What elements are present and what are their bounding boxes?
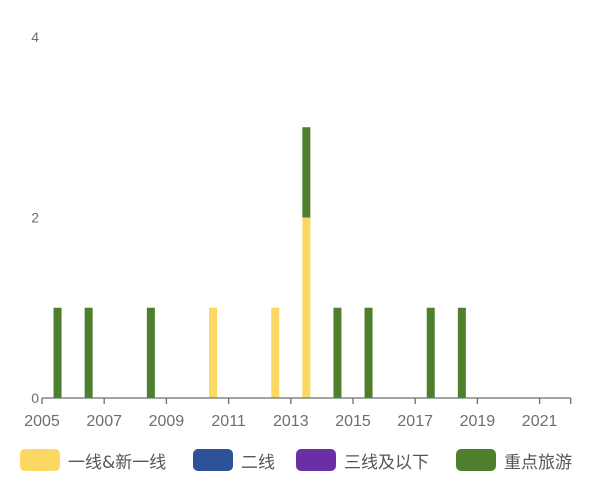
x-tick-label: 2021	[522, 413, 558, 430]
x-tick-label: 2019	[460, 413, 496, 430]
legend-item-tier1[interactable]: 一线&新一线	[20, 446, 166, 474]
bar-segment[interactable]	[364, 307, 373, 398]
x-tick-label: 2009	[149, 413, 185, 430]
legend-item-tourism[interactable]: 重点旅游	[456, 446, 572, 474]
bar-segment[interactable]	[302, 217, 311, 399]
bar-segment[interactable]	[271, 307, 280, 398]
legend-item-tier2[interactable]: 二线	[193, 446, 275, 474]
x-tick-label: 2017	[397, 413, 433, 430]
bar-segment[interactable]	[333, 307, 342, 398]
x-tick-label: 2007	[86, 413, 122, 430]
x-tick-label: 2005	[24, 413, 60, 430]
legend: 一线&新一线 二线 三线及以下 重点旅游	[0, 446, 600, 474]
y-axis-labels: 0 2 4	[31, 29, 39, 406]
x-axis: 2005 2007 2009 2011 2013 2015 2017 2019 2021	[24, 397, 572, 430]
legend-swatch-tier1	[20, 449, 60, 471]
x-tick-label: 2015	[335, 413, 371, 430]
legend-label-tourism: 重点旅游	[504, 452, 572, 473]
y-tick-label: 4	[31, 29, 39, 45]
legend-label-tier1: 一线&新一线	[68, 452, 167, 473]
y-tick-label: 0	[31, 390, 39, 406]
x-tick-label: 2013	[273, 413, 309, 430]
legend-swatch-tier2	[193, 449, 233, 471]
legend-label-tier3: 三线及以下	[344, 452, 429, 473]
stacked-bar-chart: 0 2 4 2005 2007 2009 2011 2013 2015 2017 2019 2021	[24, 29, 572, 430]
bar-segment[interactable]	[457, 307, 466, 398]
legend-swatch-tourism	[456, 449, 496, 471]
x-tick-label: 2011	[211, 413, 246, 430]
bar-series	[53, 127, 466, 399]
bar-segment[interactable]	[209, 307, 218, 398]
bar-segment[interactable]	[426, 307, 435, 398]
bar-segment[interactable]	[84, 307, 93, 398]
y-tick-label: 2	[31, 210, 39, 226]
legend-label-tier2: 二线	[241, 452, 275, 473]
legend-swatch-tier3	[296, 449, 336, 471]
legend-item-tier3[interactable]: 三线及以下	[296, 446, 429, 474]
bar-segment[interactable]	[302, 127, 311, 218]
bar-segment[interactable]	[53, 307, 62, 398]
bar-segment[interactable]	[146, 307, 155, 398]
